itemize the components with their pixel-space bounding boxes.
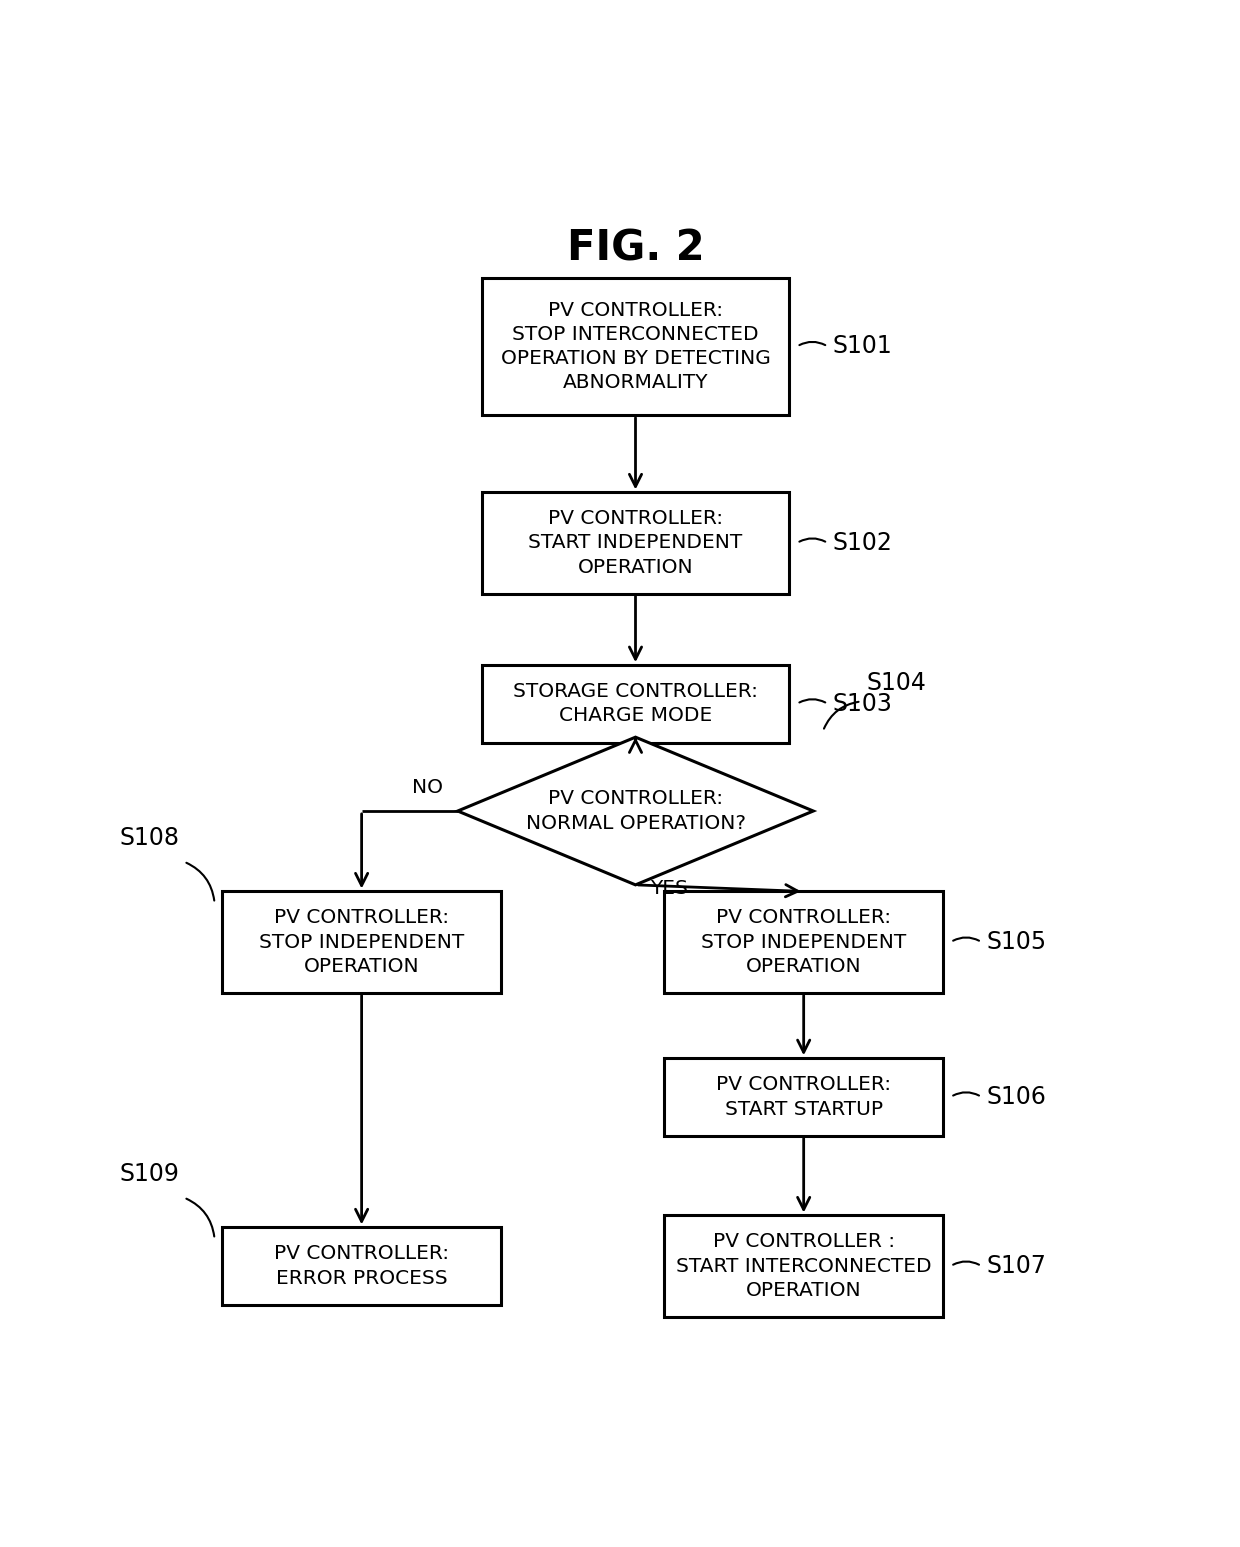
Text: PV CONTROLLER:
NORMAL OPERATION?: PV CONTROLLER: NORMAL OPERATION? [526, 789, 745, 832]
Bar [481, 492, 789, 594]
Text: S107: S107 [986, 1255, 1047, 1278]
Bar [665, 1216, 944, 1316]
Text: S101: S101 [832, 334, 893, 359]
Bar [665, 891, 944, 993]
Text: S102: S102 [832, 531, 893, 555]
Text: PV CONTROLLER:
START STARTUP: PV CONTROLLER: START STARTUP [717, 1075, 892, 1118]
Text: PV CONTROLLER:
STOP INTERCONNECTED
OPERATION BY DETECTING
ABNORMALITY: PV CONTROLLER: STOP INTERCONNECTED OPERA… [501, 300, 770, 393]
Text: FIG. 2: FIG. 2 [567, 227, 704, 269]
Bar [665, 1058, 944, 1135]
Polygon shape [458, 738, 813, 885]
Text: PV CONTROLLER:
STOP INDEPENDENT
OPERATION: PV CONTROLLER: STOP INDEPENDENT OPERATIO… [701, 908, 906, 976]
Text: PV CONTROLLER:
STOP INDEPENDENT
OPERATION: PV CONTROLLER: STOP INDEPENDENT OPERATIO… [259, 908, 464, 976]
Bar [222, 1227, 501, 1304]
Text: PV CONTROLLER:
START INDEPENDENT
OPERATION: PV CONTROLLER: START INDEPENDENT OPERATI… [528, 509, 743, 577]
Text: S103: S103 [832, 692, 893, 716]
Bar [481, 665, 789, 743]
Text: PV CONTROLLER :
START INTERCONNECTED
OPERATION: PV CONTROLLER : START INTERCONNECTED OPE… [676, 1233, 931, 1299]
Text: S105: S105 [986, 930, 1047, 954]
Text: S104: S104 [867, 671, 926, 696]
Text: YES: YES [650, 879, 688, 897]
Text: S108: S108 [119, 826, 179, 849]
Bar [222, 891, 501, 993]
Text: STORAGE CONTROLLER:
CHARGE MODE: STORAGE CONTROLLER: CHARGE MODE [513, 682, 758, 726]
Text: S106: S106 [986, 1084, 1047, 1109]
Bar [481, 278, 789, 415]
Text: NO: NO [412, 778, 444, 797]
Text: S109: S109 [119, 1162, 179, 1185]
Text: PV CONTROLLER:
ERROR PROCESS: PV CONTROLLER: ERROR PROCESS [274, 1244, 449, 1287]
